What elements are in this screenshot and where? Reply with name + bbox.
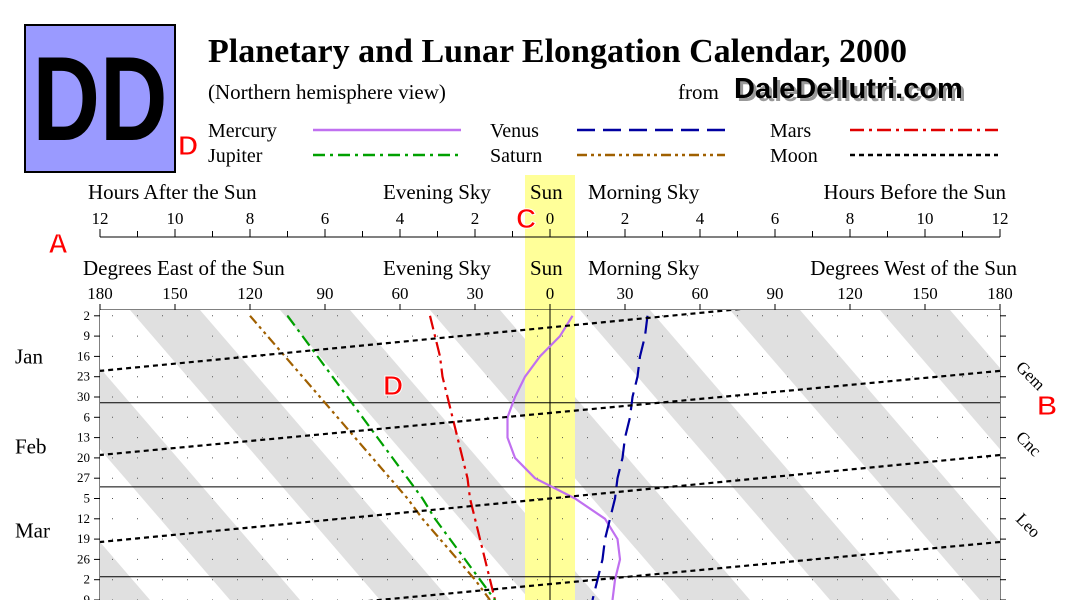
axes: Hours After the Sun Evening Sky Sun Morning…: [15, 175, 1049, 600]
series-line: [100, 310, 1000, 600]
x-tick-label: 120: [837, 284, 863, 303]
hour-axis-title: Sun: [530, 180, 563, 204]
hour-tick-label: 2: [621, 209, 630, 228]
series-line: [286, 315, 496, 600]
zodiac-stripe: [580, 310, 900, 600]
hour-tick-label: 2: [471, 209, 480, 228]
hour-tick-label: 10: [917, 209, 934, 228]
legend-label: Saturn: [490, 145, 542, 167]
month-label: Jan: [15, 344, 43, 368]
y-tick-label: 13: [77, 430, 90, 445]
annotation: D: [383, 370, 403, 401]
x-tick-label: 60: [692, 284, 709, 303]
x-tick-label: 60: [392, 284, 409, 303]
legend-label: Venus: [490, 120, 539, 142]
subtitle: (Northern hemisphere view): [208, 80, 446, 104]
y-tick-label: 27: [77, 470, 91, 485]
x-tick-label: 30: [617, 284, 634, 303]
hour-axis-title: Hours Before the Sun: [823, 180, 1006, 204]
degree-axis-title: Degrees East of the Sun: [83, 256, 285, 280]
hour-axis-title: Evening Sky: [383, 180, 491, 204]
y-tick-label: 2: [84, 572, 91, 587]
y-tick-label: 9: [84, 592, 91, 600]
x-tick-label: 120: [237, 284, 263, 303]
site-shadow: DaleDellutri.com: [737, 76, 966, 108]
y-tick-label: 30: [77, 389, 90, 404]
hour-tick-label: 6: [321, 209, 330, 228]
x-tick-label: 150: [912, 284, 938, 303]
legend-label: Moon: [770, 145, 818, 167]
x-tick-label: 180: [987, 284, 1013, 303]
annotation: A: [48, 228, 68, 259]
hour-tick-label: 6: [771, 209, 780, 228]
logo-box: [24, 24, 176, 173]
y-tick-label: 23: [77, 369, 90, 384]
degree-axis-title: Morning Sky: [588, 256, 700, 280]
zodiac-stripe: [1030, 310, 1075, 600]
zodiac-stripe: [100, 542, 150, 600]
y-tick-label: 16: [77, 348, 91, 363]
x-tick-label: 30: [467, 284, 484, 303]
y-tick-label: 20: [77, 450, 90, 465]
site-name: DaleDellutri.com: [734, 73, 963, 105]
annotation: D: [178, 130, 198, 161]
month-label: Mar: [15, 518, 50, 542]
zodiac-stripe: [130, 310, 450, 600]
hour-axis-title: Hours After the Sun: [88, 180, 257, 204]
series-line: [591, 315, 649, 600]
x-tick-label: 0: [546, 284, 555, 303]
hour-tick-label: 0: [546, 209, 555, 228]
degree-axis-title: Evening Sky: [383, 256, 491, 280]
series-line: [249, 315, 491, 600]
x-tick-label: 90: [767, 284, 784, 303]
y-tick-label: 9: [84, 328, 91, 343]
zodiac-stripe: [100, 368, 300, 600]
from-text: from: [678, 80, 719, 104]
legend: Mercury Venus Mars Jupiter Saturn Moon: [208, 120, 998, 167]
hour-tick-label: 12: [992, 209, 1009, 228]
title: Planetary and Lunar Elongation Calendar,…: [208, 33, 907, 70]
month-label: Feb: [15, 434, 47, 458]
zodiac-stripe: [880, 310, 1000, 450]
y-tick-label: 26: [77, 551, 91, 566]
series-line: [428, 315, 497, 600]
plot-area: [100, 310, 1075, 600]
plot: [100, 310, 1075, 600]
y-tick-label: 5: [84, 491, 91, 506]
logo-text: DD: [33, 32, 168, 166]
constellation-label: Cnc: [1012, 427, 1045, 460]
legend-label: Jupiter: [208, 145, 263, 167]
hour-tick-label: 10: [167, 209, 184, 228]
x-tick-label: 180: [87, 284, 113, 303]
legend-label: Mercury: [208, 120, 277, 142]
constellation-label: Leo: [1012, 509, 1044, 541]
legend-label: Mars: [770, 120, 811, 142]
annotation: B: [1037, 390, 1057, 421]
zodiac-stripe: [280, 310, 600, 600]
hour-tick-label: 8: [246, 209, 255, 228]
constellation-label: Gem: [1012, 357, 1049, 394]
degree-axis-title: Degrees West of the Sun: [810, 256, 1017, 280]
y-tick-label: 19: [77, 531, 90, 546]
degree-axis-title: Sun: [530, 256, 563, 280]
zodiac-stripe: [730, 310, 1000, 600]
hour-tick-label: 8: [846, 209, 855, 228]
y-tick-label: 6: [84, 409, 91, 424]
x-tick-label: 150: [162, 284, 188, 303]
series-line: [506, 315, 622, 600]
zodiac-stripe: [430, 310, 750, 600]
y-tick-label: 2: [84, 308, 91, 323]
hour-tick-label: 4: [696, 209, 705, 228]
x-tick-label: 90: [317, 284, 334, 303]
y-tick-label: 12: [77, 511, 90, 526]
hour-tick-label: 4: [396, 209, 405, 228]
hour-tick-label: 12: [92, 209, 109, 228]
hour-axis-title: Morning Sky: [588, 180, 700, 204]
annotation: C: [516, 203, 536, 234]
